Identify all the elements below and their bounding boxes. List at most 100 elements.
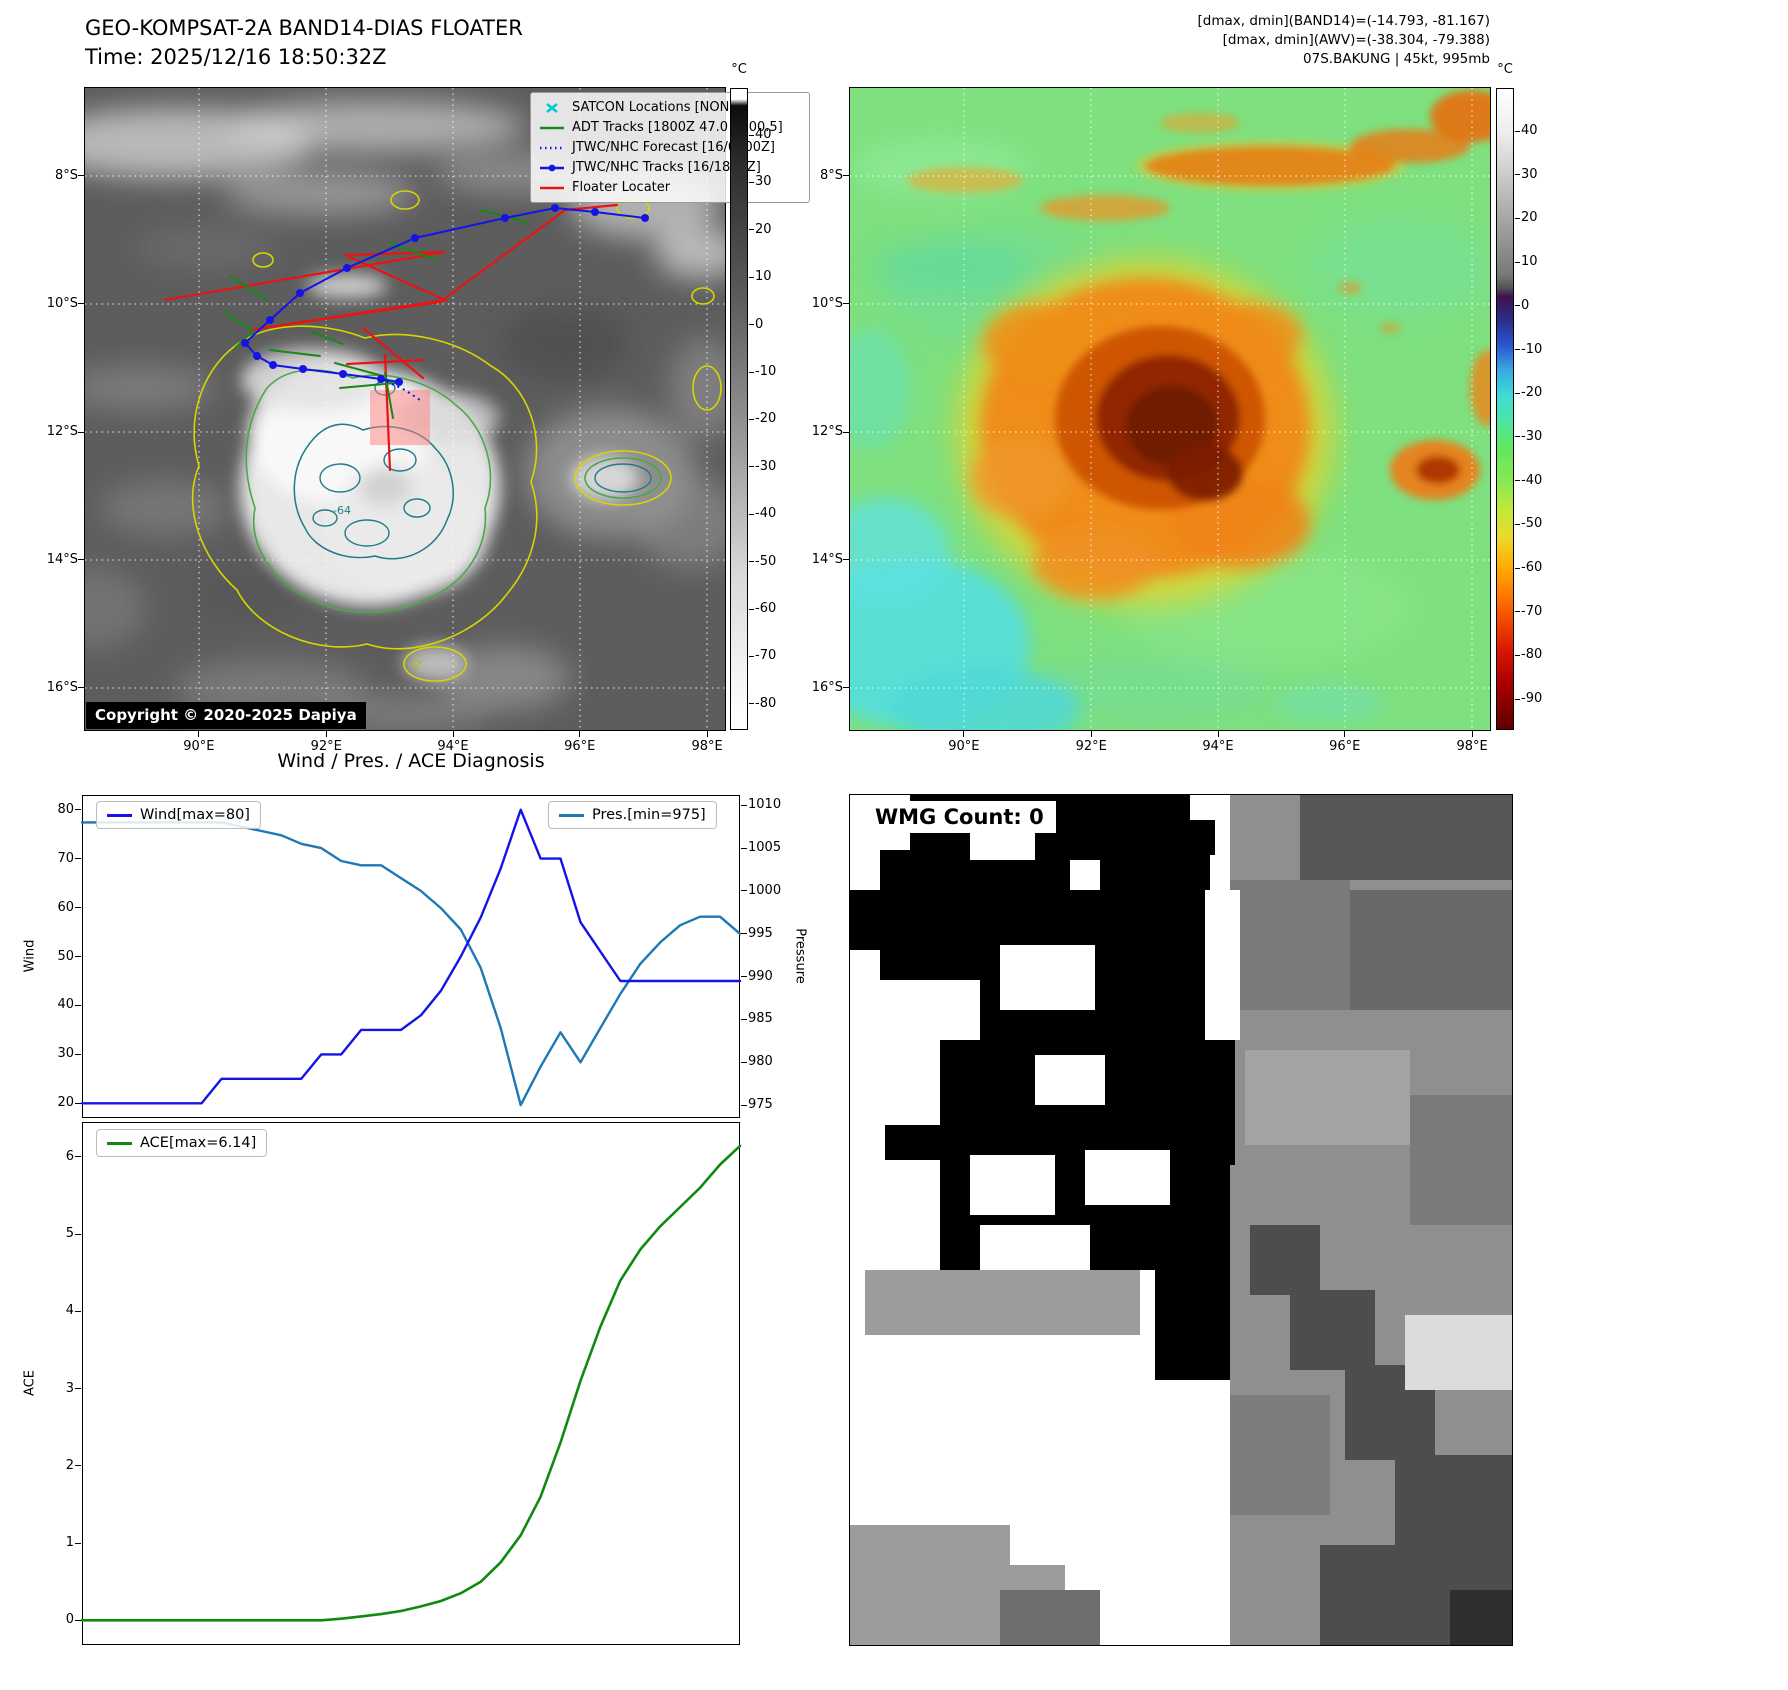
tick-mark	[78, 175, 84, 177]
ace-ytick-label: 0	[65, 1612, 74, 1628]
red-line-icon	[540, 186, 564, 189]
lon-tick-label: 98°E	[691, 739, 723, 754]
tick-mark	[843, 687, 849, 689]
tick-mark	[75, 858, 81, 860]
pressure-ytick-label: 985	[748, 1011, 773, 1027]
colorbar-tick-label: -70	[1521, 603, 1543, 619]
ace-ytick-label: 3	[65, 1380, 74, 1396]
colorbar-tick-label: -60	[755, 601, 777, 616]
wind-line-swatch	[107, 813, 132, 817]
tick-mark	[963, 731, 965, 737]
jtwc-track-markers	[241, 204, 649, 386]
ace-line-swatch	[107, 1141, 132, 1145]
pressure-ytick-label: 990	[748, 968, 773, 984]
ace-ytick-label: 6	[65, 1148, 74, 1164]
colorbar-tick-label: -80	[755, 695, 777, 711]
dmax-dmin-awv-label: [dmax, dmin](AWV)=(-38.304, -79.388)	[1222, 32, 1490, 48]
tick-mark	[843, 431, 849, 433]
map-gridlines	[850, 88, 1490, 730]
tick-mark	[749, 324, 754, 326]
colorbar-tick-label: -30	[755, 458, 777, 474]
tick-mark	[75, 1156, 81, 1158]
tick-mark	[749, 181, 754, 183]
ace-legend-label: ACE[max=6.14]	[140, 1135, 257, 1151]
tick-mark	[75, 1542, 81, 1544]
colorbar-tick-label: -20	[755, 411, 777, 427]
ace-ytick-label: 5	[65, 1226, 74, 1242]
pressure-axis-label: Pressure	[792, 928, 808, 984]
legend-item-label: JTWC/NHC Tracks [16/1800Z]	[572, 160, 761, 175]
wind-ytick-label: 60	[57, 899, 74, 915]
tick-mark	[749, 513, 754, 515]
tick-mark	[75, 1102, 81, 1104]
tick-mark	[749, 418, 754, 420]
tick-mark	[1515, 523, 1520, 525]
blue-marker-line-icon	[540, 164, 564, 171]
green-line-icon	[540, 126, 564, 129]
tick-mark	[1471, 731, 1473, 737]
lon-tick-label: 92°E	[310, 739, 342, 754]
colorbar-tick-label: -70	[755, 648, 777, 664]
panel1-timestamp: Time: 2025/12/16 18:50:32Z	[85, 45, 387, 69]
colorbar-tick-label: 20	[755, 221, 772, 237]
tick-mark	[1515, 698, 1520, 700]
lat-tick-label: 14°S	[46, 551, 78, 567]
warm-cloud-streaks	[907, 90, 1490, 500]
tick-mark	[1515, 261, 1520, 263]
pressure-ytick-label: 1005	[748, 840, 782, 856]
tick-mark	[1515, 436, 1520, 438]
tick-mark	[1515, 567, 1520, 569]
tick-mark	[749, 229, 754, 231]
lat-tick-label: 12°S	[811, 424, 843, 440]
tick-mark	[741, 976, 747, 978]
tick-mark	[741, 804, 747, 806]
lat-tick-label: 8°S	[54, 167, 78, 183]
colorbar-tick-label: -50	[1521, 516, 1543, 532]
tick-mark	[452, 731, 454, 737]
tick-mark	[749, 466, 754, 468]
tick-mark	[1090, 731, 1092, 737]
legend-item-satcon: SATCON Locations [NONE]	[539, 99, 801, 116]
colorbar-tick-label: 30	[755, 174, 772, 190]
tick-mark	[1515, 217, 1520, 219]
storm-cold-cloud-mass	[955, 258, 1335, 608]
wind-ytick-label: 80	[57, 801, 74, 817]
lat-tick-label: 16°S	[46, 679, 78, 695]
colorbar-tick-label: -10	[1521, 341, 1543, 357]
tick-mark	[1217, 731, 1219, 737]
tick-mark	[325, 731, 327, 737]
panel1-title: GEO-KOMPSAT-2A BAND14-DIAS FLOATER	[85, 16, 523, 40]
band14-colorbar	[730, 88, 748, 730]
colorbar-tick-label: 0	[755, 316, 764, 332]
legend-item-label: SATCON Locations [NONE]	[572, 100, 743, 115]
colorbar-tick-label: -20	[1521, 385, 1543, 401]
lon-tick-label: 94°E	[1202, 739, 1234, 754]
legend-item-label: Floater Locater	[572, 180, 671, 195]
copyright-label: Copyright © 2020-2025 Dapiya	[86, 702, 366, 729]
colorbar-tick-label: 10	[1521, 254, 1538, 270]
dark-gray-bottom-patch	[1000, 1590, 1100, 1645]
pressure-ytick-label: 1000	[748, 882, 782, 898]
blue-dotted-line-icon	[540, 146, 564, 149]
satcon-x-icon	[546, 102, 558, 113]
dmax-dmin-band14-label: [dmax, dmin](BAND14)=(-14.793, -81.167)	[1197, 13, 1490, 29]
lat-tick-label: 12°S	[46, 424, 78, 440]
tick-mark	[78, 559, 84, 561]
lon-tick-label: 96°E	[564, 739, 596, 754]
colorbar-unit-label: °C	[1497, 62, 1513, 77]
tick-mark	[78, 687, 84, 689]
tick-mark	[843, 303, 849, 305]
colorbar-tick-label: -10	[755, 364, 777, 379]
colorbar-tick-label: -50	[755, 553, 777, 569]
tick-mark	[1515, 611, 1520, 613]
tick-mark	[749, 371, 754, 373]
ace-ytick-label: 1	[65, 1535, 74, 1551]
ace-ytick-label: 4	[65, 1303, 74, 1319]
lon-tick-label: 96°E	[1329, 739, 1361, 754]
pressure-ytick-label: 980	[748, 1054, 773, 1070]
lat-tick-label: 14°S	[811, 551, 843, 567]
tick-mark	[843, 175, 849, 177]
tick-mark	[749, 134, 754, 136]
legend-item-forecast: JTWC/NHC Forecast [16/0600Z]	[539, 139, 801, 156]
tick-mark	[75, 809, 81, 811]
